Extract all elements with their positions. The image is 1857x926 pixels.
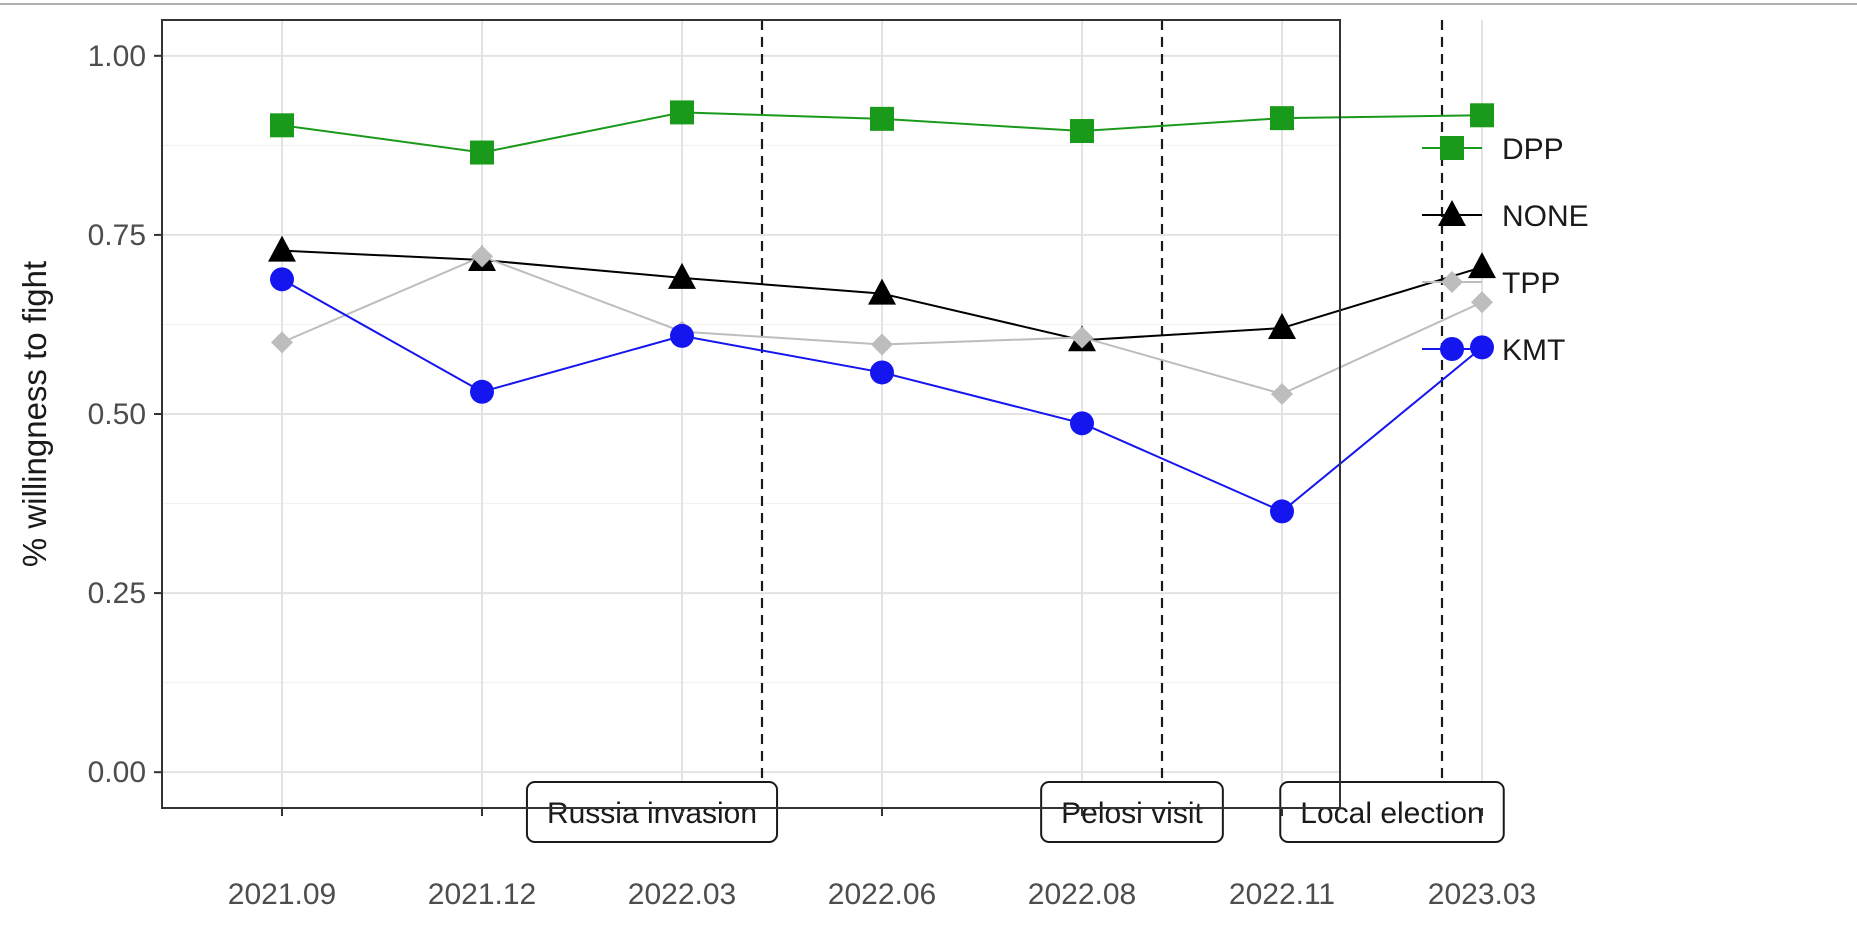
y-tick-label: 1.00 (88, 40, 146, 73)
x-tick-label: 2022.08 (1028, 878, 1136, 911)
data-point-none (268, 235, 296, 262)
data-point-dpp (270, 113, 294, 138)
legend-key-marker (1440, 136, 1464, 160)
legend-label: DPP (1502, 133, 1564, 166)
data-point-tpp (471, 245, 493, 268)
legend-label: KMT (1502, 334, 1565, 367)
event-annotations: Russia invasion Pelosi visit Local electio… (525, 781, 1505, 843)
data-point-tpp (1271, 382, 1293, 405)
event-annotation: Pelosi visit (1040, 781, 1224, 843)
event-annotation: Russia invasion (525, 781, 779, 843)
data-point-dpp (470, 140, 494, 165)
x-tick-label: 2022.06 (828, 878, 936, 911)
legend-label: NONE (1502, 200, 1589, 233)
data-point-tpp (871, 333, 893, 356)
data-point-dpp (1070, 119, 1094, 144)
axes: 0.00 0.25 0.50 0.75 1.00 2021.09 2021.12 2022.0… (88, 40, 1537, 911)
event-lines (760, 20, 1444, 808)
event-annotation: Local election (1279, 781, 1505, 843)
x-tick-label: 2022.11 (1229, 878, 1335, 911)
x-tick-label: 2022.03 (628, 878, 736, 911)
data-point-none (1468, 252, 1496, 279)
legend-item-tpp: TPP (1422, 267, 1560, 300)
data-point-dpp (1270, 106, 1294, 131)
data-point-tpp (271, 331, 293, 354)
event-annotation-box (1040, 781, 1224, 843)
event-annotation-text: Local election (1300, 797, 1483, 830)
event-annotation-box (1279, 781, 1505, 843)
y-tick-label: 0.75 (88, 219, 146, 252)
x-tick-label: 2021.12 (428, 878, 536, 911)
data-point-kmt (270, 267, 294, 292)
legend: DPP NONE TPP KMT (1422, 133, 1589, 367)
legend-key-marker (1438, 200, 1466, 226)
data-point-none (868, 278, 896, 305)
x-tick-label: 2023.03 (1428, 878, 1536, 911)
data-point-none (668, 262, 696, 289)
legend-item-none: NONE (1422, 200, 1589, 233)
event-annotation-text: Pelosi visit (1061, 797, 1203, 830)
y-tick-label: 0.00 (88, 756, 146, 789)
data-point-kmt (870, 360, 894, 385)
legend-item-dpp: DPP (1422, 133, 1564, 166)
data-point-kmt (670, 323, 694, 348)
legend-key-marker (1440, 337, 1464, 361)
data-point-tpp (1471, 291, 1493, 314)
data-point-kmt (1470, 335, 1494, 360)
legend-item-kmt: KMT (1422, 334, 1565, 367)
event-annotation-box (525, 781, 779, 843)
data-point-kmt (1270, 499, 1294, 524)
data-point-tpp (1071, 326, 1093, 349)
legend-key-marker (1441, 271, 1463, 293)
legend-label: TPP (1502, 267, 1560, 300)
data-point-dpp (670, 100, 694, 125)
series-markers (268, 100, 1496, 524)
event-annotation-text: Russia invasion (547, 797, 757, 830)
y-tick-label: 0.50 (88, 398, 146, 431)
data-point-none (1268, 313, 1296, 340)
y-tick-label: 0.25 (88, 577, 146, 610)
x-tick-label: 2021.09 (228, 878, 336, 911)
data-point-dpp (1470, 103, 1494, 128)
data-point-dpp (870, 106, 894, 131)
y-axis-title: % willingness to fight (16, 261, 53, 567)
data-point-kmt (470, 379, 494, 404)
data-point-kmt (1070, 411, 1094, 436)
